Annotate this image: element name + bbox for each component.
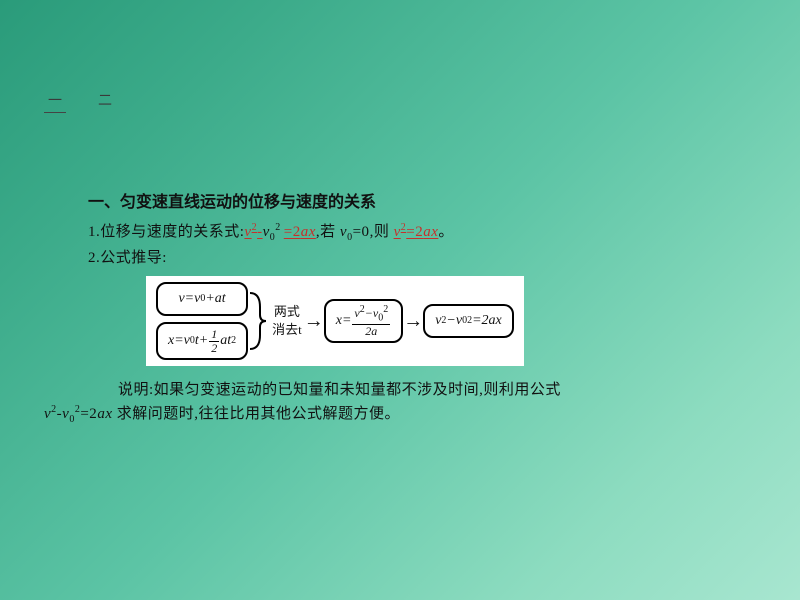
explanation-paragraph: 说明:如果匀变速运动的已知量和未知量都不涉及时间,则利用公式 v2-v02=2a… (88, 378, 760, 428)
formula-2: v2=2ax (394, 224, 439, 240)
bracket (248, 287, 268, 355)
label-eliminate-t: 消去t (272, 321, 302, 339)
mid-labels: 两式 消去t (268, 303, 304, 339)
tab-two[interactable]: 二 (94, 88, 116, 113)
item-1-mid: ,若 (316, 224, 340, 240)
section-heading: 一、匀变速直线运动的位移与速度的关系 (88, 190, 760, 216)
item-1-mid2: ,则 (370, 224, 394, 240)
item-2: 2.公式推导: (88, 246, 760, 270)
v0-eq-0: v0=0 (340, 224, 370, 240)
label-two-eqs: 两式 (274, 303, 300, 321)
arrow-2-icon: → (403, 311, 423, 331)
item-1-prefix: 1.位移与速度的关系式: (88, 224, 244, 240)
derivation-diagram: v=v0+at x=v0t+12at2 两式 消去t → x=v2−v022a … (146, 276, 524, 367)
item-1: 1.位移与速度的关系式:v2-v02 =2ax,若 v0=0,则 v2=2ax。 (88, 220, 760, 246)
box-result-eq: v2−v02=2ax (423, 304, 514, 338)
diagram-left-column: v=v0+at x=v0t+12at2 (156, 282, 248, 361)
explanation-line-1: 说明:如果匀变速运动的已知量和未知量都不涉及时间,则利用公式 (88, 378, 760, 402)
arrow-1-icon: → (304, 311, 324, 331)
explanation-line-2: v2-v02=2ax 求解问题时,往往比用其他公式解题方便。 (44, 402, 760, 428)
box-displacement-eq: x=v0t+12at2 (156, 322, 248, 360)
box-velocity-eq: v=v0+at (156, 282, 248, 316)
tab-one[interactable]: 一 (44, 88, 66, 113)
slide-content: 一、匀变速直线运动的位移与速度的关系 1.位移与速度的关系式:v2-v02 =2… (88, 190, 760, 428)
formula-1: v2-v02 =2ax (244, 224, 315, 240)
item-1-suffix: 。 (438, 224, 454, 240)
box-x-fraction: x=v2−v022a (324, 299, 403, 343)
tab-bar: 一 二 (44, 88, 116, 113)
